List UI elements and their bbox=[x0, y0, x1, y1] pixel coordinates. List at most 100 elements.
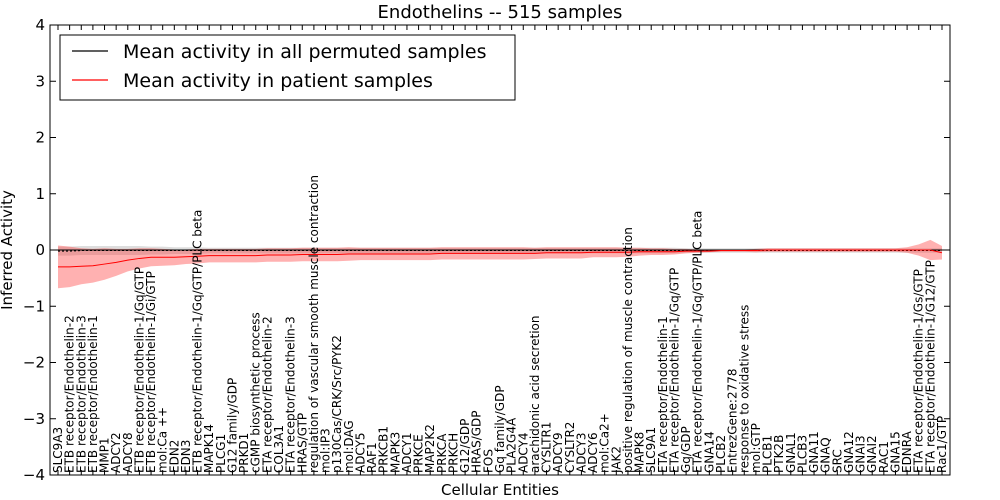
x-tick-label: GNA14 bbox=[702, 431, 716, 473]
x-tick-label: PRKD1 bbox=[237, 433, 251, 473]
y-tick-label: 3 bbox=[35, 72, 45, 90]
x-tick-label: PLA2G4A bbox=[505, 417, 519, 473]
y-tick-label: −2 bbox=[23, 354, 45, 372]
x-tick-label: ETA receptor/Endothelin-1/Gs/GTP bbox=[912, 269, 926, 473]
x-tick-label: ETA receptor/Endothelin-3 bbox=[284, 316, 298, 473]
y-tick-label: 2 bbox=[35, 129, 45, 147]
x-tick-label: ETB receptor/Endothelin-1 bbox=[86, 315, 100, 473]
y-tick-label: 1 bbox=[35, 185, 45, 203]
x-tick-label: SRC bbox=[830, 449, 844, 473]
permuted-mean-line bbox=[58, 250, 942, 252]
x-tick-label: positive regulation of muscle contractio… bbox=[621, 227, 635, 473]
plot-area bbox=[50, 239, 950, 289]
legend-label: Mean activity in all permuted samples bbox=[123, 41, 486, 63]
x-tick-label: ADCY4 bbox=[516, 432, 530, 473]
x-tick-label: CYSLTR2 bbox=[563, 422, 577, 473]
patient-mean-line bbox=[58, 249, 943, 268]
patient-band bbox=[58, 239, 942, 289]
x-tick-label: PLCG1 bbox=[214, 434, 228, 473]
x-tick-label: ADCY6 bbox=[586, 432, 600, 473]
x-tick-label: EDN3 bbox=[179, 440, 193, 473]
x-tick-label: ETB receptor/Endothelin-3 bbox=[74, 315, 88, 473]
x-tick-label: COL3A1 bbox=[272, 425, 286, 473]
legend-label: Mean activity in patient samples bbox=[123, 70, 433, 92]
y-tick-label: 4 bbox=[35, 16, 45, 34]
x-tick-label: MAPK14 bbox=[202, 424, 216, 473]
x-tick-label: GNAI2 bbox=[865, 435, 879, 473]
x-tick-label: PRKCA bbox=[435, 433, 449, 473]
x-tick-label: SLC9A3 bbox=[51, 427, 65, 473]
x-tick-label: CYSLTR1 bbox=[540, 422, 554, 473]
x-tick-label: ETB receptor/Endothelin-1/Gq/GTP bbox=[132, 267, 146, 473]
y-axis-title: Inferred Activity bbox=[0, 190, 16, 310]
x-tick-label: GNA15 bbox=[888, 431, 902, 473]
y-tick-label: −4 bbox=[23, 466, 45, 484]
x-tick-label: HRAS/GDP bbox=[470, 410, 484, 473]
x-tick-label: GNA11 bbox=[807, 431, 821, 473]
x-tick-label: ETA receptor/Endothelin-1/Gq/GTP/PLC bet… bbox=[691, 211, 705, 473]
legend: Mean activity in all permuted samples Mea… bbox=[59, 34, 516, 101]
x-tick-label: ADCY8 bbox=[121, 432, 135, 473]
x-tick-label: Rac1/GTP bbox=[935, 416, 949, 473]
x-tick-label: ADCY1 bbox=[400, 432, 414, 473]
x-tick-label: cGMP biosynthetic process bbox=[249, 312, 263, 473]
x-tick-label: PRKCH bbox=[446, 433, 460, 473]
x-tick-label: ETB receptor/Endothelin-1/Gi/GTP bbox=[144, 271, 158, 473]
permuted-band bbox=[58, 246, 942, 256]
x-tick-label: PLCB3 bbox=[795, 435, 809, 473]
chart-title: Endothelins -- 515 samples bbox=[378, 2, 623, 23]
x-tick-label: RAC1 bbox=[877, 441, 891, 473]
x-tick-label: ADCY3 bbox=[574, 432, 588, 473]
x-tick-label: EntrezGene:2778 bbox=[726, 369, 740, 474]
x-tick-label: ADCY2 bbox=[109, 432, 123, 473]
x-tick-label: RAF1 bbox=[365, 442, 379, 473]
x-axis-title: Cellular Entities bbox=[441, 481, 559, 499]
x-tick-label: JAK2 bbox=[609, 446, 623, 474]
x-tick-label: mol:Ca ++ bbox=[156, 407, 170, 473]
x-tick-label: mol:IP3 bbox=[319, 428, 333, 473]
x-tick-label: HRAS/GTP bbox=[295, 413, 309, 473]
x-tick-label: response to oxidative stress bbox=[737, 305, 751, 473]
x-tick-label: PRKCE bbox=[412, 434, 426, 473]
x-tick-label: Gq/GDP bbox=[679, 426, 693, 473]
x-tick-label: PLCB1 bbox=[761, 435, 775, 473]
x-tick-label: MAP2K2 bbox=[423, 424, 437, 473]
x-tick-label: ETA receptor/Endothelin-1/G12/GTP bbox=[923, 260, 937, 473]
x-tick-label: arachidonic acid secretion bbox=[528, 316, 542, 473]
x-tick-label: G12/GDP bbox=[458, 419, 472, 473]
x-tick-label: GNAQ bbox=[819, 437, 833, 473]
x-tick-label: ETA receptor/Endothelin-1/Gq/GTP bbox=[667, 268, 681, 473]
x-tick-label: regulation of vascular smooth muscle con… bbox=[307, 175, 321, 473]
x-tick-label: EDNRA bbox=[900, 430, 914, 473]
x-tick-label: GNA12 bbox=[842, 431, 856, 473]
x-tick-label: Gq family/GDP bbox=[493, 385, 507, 473]
x-tick-label: G12 family/GDP bbox=[225, 378, 239, 473]
x-tick-label: FOS bbox=[481, 449, 495, 473]
x-tick-label: ETB receptor/Endothelin-1/Gq/GTP/PLC bet… bbox=[191, 210, 205, 473]
x-tick-label: p130Cas/CRK/Src/PYK2 bbox=[330, 335, 344, 473]
x-tick-label: mol:GTP bbox=[749, 423, 763, 473]
x-tick-label: PTK2B bbox=[772, 435, 786, 473]
x-tick-label: PRKCB1 bbox=[377, 426, 391, 473]
x-tick-label: PLCB2 bbox=[714, 435, 728, 473]
x-tick-label: SLC9A1 bbox=[644, 427, 658, 473]
x-tick-label: ETA receptor/Endothelin-1 bbox=[656, 316, 670, 473]
x-tick-label: ETB receptor/Endothelin-2 bbox=[63, 315, 77, 473]
x-tick-label: ETA receptor/Endothelin-2 bbox=[260, 316, 274, 473]
y-tick-label: −1 bbox=[23, 297, 45, 315]
x-tick-label: ADCY5 bbox=[353, 432, 367, 473]
y-tick-label: 0 bbox=[35, 241, 45, 259]
x-tick-label: MAPK8 bbox=[633, 432, 647, 473]
x-tick-label: ADCY9 bbox=[551, 432, 565, 473]
x-tick-label: GNAL1 bbox=[784, 432, 798, 473]
x-tick-label: MAPK3 bbox=[388, 432, 402, 473]
x-tick-label: MMP1 bbox=[98, 437, 112, 473]
legend-box bbox=[59, 34, 516, 101]
x-tick-label: GNAI3 bbox=[854, 435, 868, 473]
x-tick-label: EDN2 bbox=[167, 440, 181, 473]
x-tick-label: mol:Ca2+ bbox=[598, 413, 612, 473]
y-tick-label: −3 bbox=[23, 410, 45, 428]
x-tick-label: mol:DAG bbox=[342, 420, 356, 473]
